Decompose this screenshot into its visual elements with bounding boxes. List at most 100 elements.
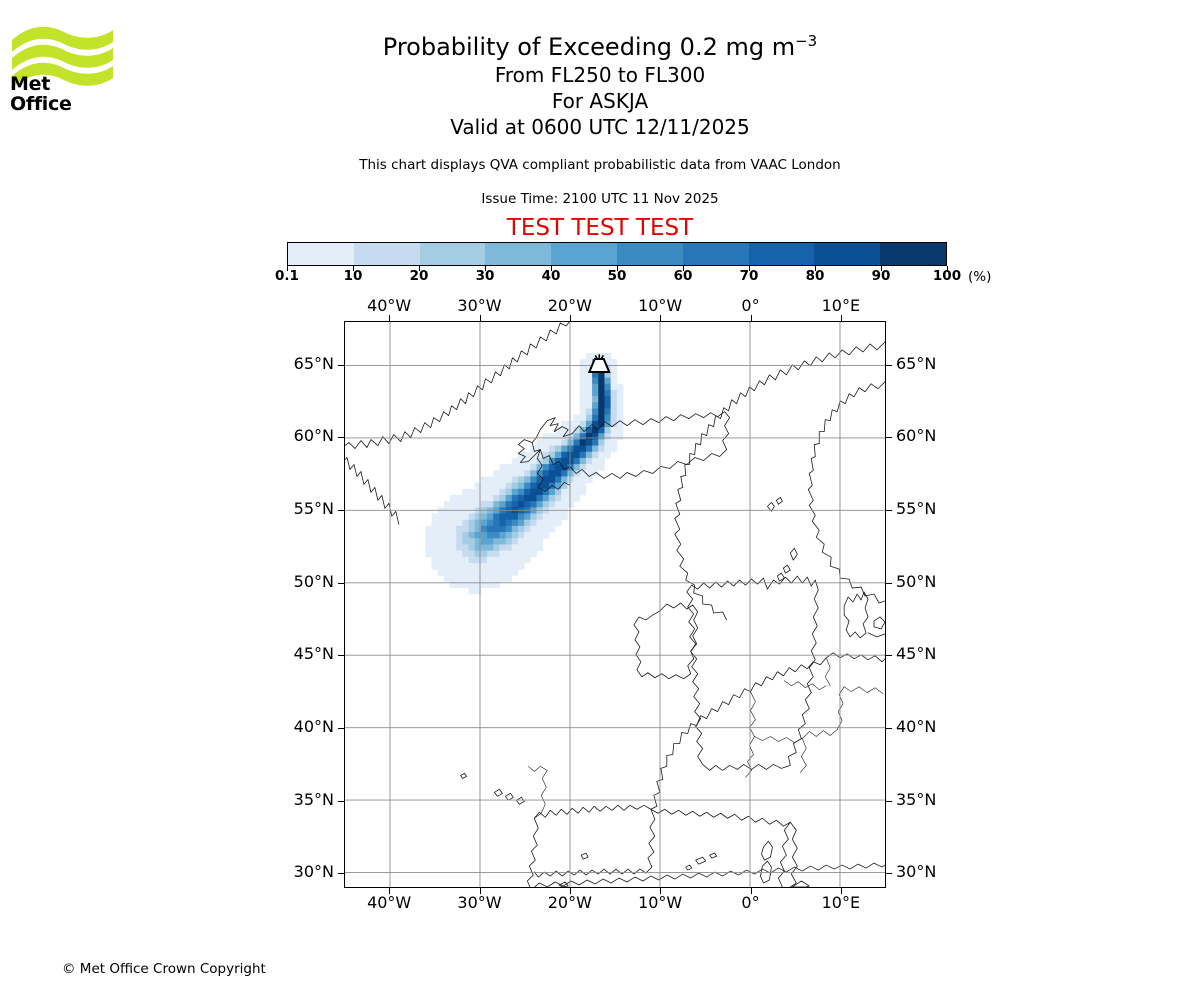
plume-cell <box>598 396 605 403</box>
lon-axis-tick <box>840 888 842 894</box>
plume-cell <box>555 470 562 477</box>
plume-cell <box>493 494 500 502</box>
plume-cell <box>585 414 593 422</box>
plume-cell <box>462 550 469 558</box>
ash-probability-map[interactable] <box>344 321 886 888</box>
plume-cell <box>505 550 513 558</box>
lon-tick-label-top: 10°W <box>638 296 683 315</box>
plume-cell <box>598 433 605 440</box>
plume-cell <box>480 476 488 484</box>
plume-cell <box>517 470 525 477</box>
plume-cell <box>462 556 469 564</box>
volcano-eruption-icon <box>594 354 598 360</box>
lat-tick-label-right: 40°N <box>896 717 937 737</box>
plume-cell <box>443 562 451 570</box>
plume-cell <box>456 562 463 570</box>
plume-cell <box>542 519 550 527</box>
plume-cell <box>598 402 605 409</box>
plume-cell <box>536 519 544 527</box>
lon-tick-label-bottom: 40°W <box>367 893 412 912</box>
plume-cell <box>450 544 457 551</box>
plume-cell <box>474 519 482 527</box>
plume-cell <box>511 476 519 484</box>
plume-cell <box>456 575 463 582</box>
plume-cell <box>610 396 618 403</box>
plume-cell <box>548 464 556 471</box>
plume-cell <box>536 445 544 453</box>
plume-cell <box>530 519 537 527</box>
plume-cell <box>610 365 618 372</box>
plume-cell <box>524 519 531 527</box>
plume-cell <box>524 550 531 558</box>
plume-cell <box>505 464 513 471</box>
lon-axis-tick <box>750 888 752 894</box>
plume-cell <box>462 569 469 576</box>
plume-cell <box>443 550 451 558</box>
plume-cell <box>524 494 531 502</box>
colorbar-tick <box>881 266 882 271</box>
plume-cell <box>579 433 587 440</box>
plume-cell <box>517 488 525 496</box>
plume-cell <box>579 420 587 428</box>
plume-cell <box>548 476 556 484</box>
plume-cell <box>480 569 488 576</box>
plume-cell <box>536 482 544 490</box>
plume-cell <box>468 501 476 508</box>
copyright-notice: © Met Office Crown Copyright <box>62 961 266 977</box>
plume-cell <box>437 562 445 570</box>
plume-cell <box>585 352 593 360</box>
plume-cell <box>450 556 457 564</box>
colorbar-tick-label: 50 <box>607 268 627 284</box>
plume-cell <box>548 519 556 527</box>
plume-cell <box>505 562 513 570</box>
lon-tick-label-top: 40°W <box>367 296 412 315</box>
plume-cell <box>548 451 556 459</box>
plume-cell <box>505 575 513 582</box>
plume-cell <box>616 389 624 397</box>
plume-cell <box>561 501 568 508</box>
met-office-wordmark: Met Office <box>10 73 72 115</box>
plume-cell <box>493 538 500 545</box>
plume-cell <box>450 525 457 533</box>
lon-tick-label-bottom: 30°W <box>457 893 502 912</box>
lon-tick-label-top: 0° <box>741 296 760 315</box>
plume-cell <box>579 439 587 446</box>
plume-cell <box>610 402 618 409</box>
lat-tick-label-right: 35°N <box>896 789 937 809</box>
plume-cell <box>480 538 488 545</box>
plume-cell <box>474 513 482 521</box>
plume-cell <box>468 532 476 539</box>
plume-cell <box>493 532 500 539</box>
plume-cell <box>542 439 550 446</box>
plume-cell <box>474 482 482 490</box>
plume-cell <box>542 488 550 496</box>
lon-tick-label-bottom: 20°W <box>547 893 592 912</box>
plume-cell <box>567 457 574 465</box>
plume-cell <box>604 445 612 453</box>
lon-tick-label-bottom: 10°E <box>821 893 861 912</box>
plume-cell <box>530 482 537 490</box>
plume-cell <box>431 519 439 527</box>
colorbar-band-4 <box>551 243 617 265</box>
plume-cell <box>524 513 531 521</box>
lat-axis-tick <box>886 510 892 511</box>
colorbar-tick <box>353 266 354 271</box>
colorbar-tick <box>749 266 750 271</box>
plume-cell <box>585 377 593 385</box>
plume-cell <box>480 501 488 508</box>
plume-cell <box>567 451 574 459</box>
title-flight-levels: From FL250 to FL300 <box>494 63 706 87</box>
plume-cell <box>437 556 445 564</box>
plume-cell <box>579 402 587 409</box>
plume-cell <box>517 550 525 558</box>
plume-cell <box>480 532 488 539</box>
plume-cell <box>487 569 494 576</box>
plume-cell <box>505 556 513 564</box>
lon-axis-tick <box>840 315 842 321</box>
plume-cell <box>474 556 482 564</box>
plume-cell <box>499 556 507 564</box>
plume-cell <box>511 494 519 502</box>
plume-cell <box>431 544 439 551</box>
plume-cell <box>456 513 463 521</box>
plume-cell <box>474 562 482 570</box>
